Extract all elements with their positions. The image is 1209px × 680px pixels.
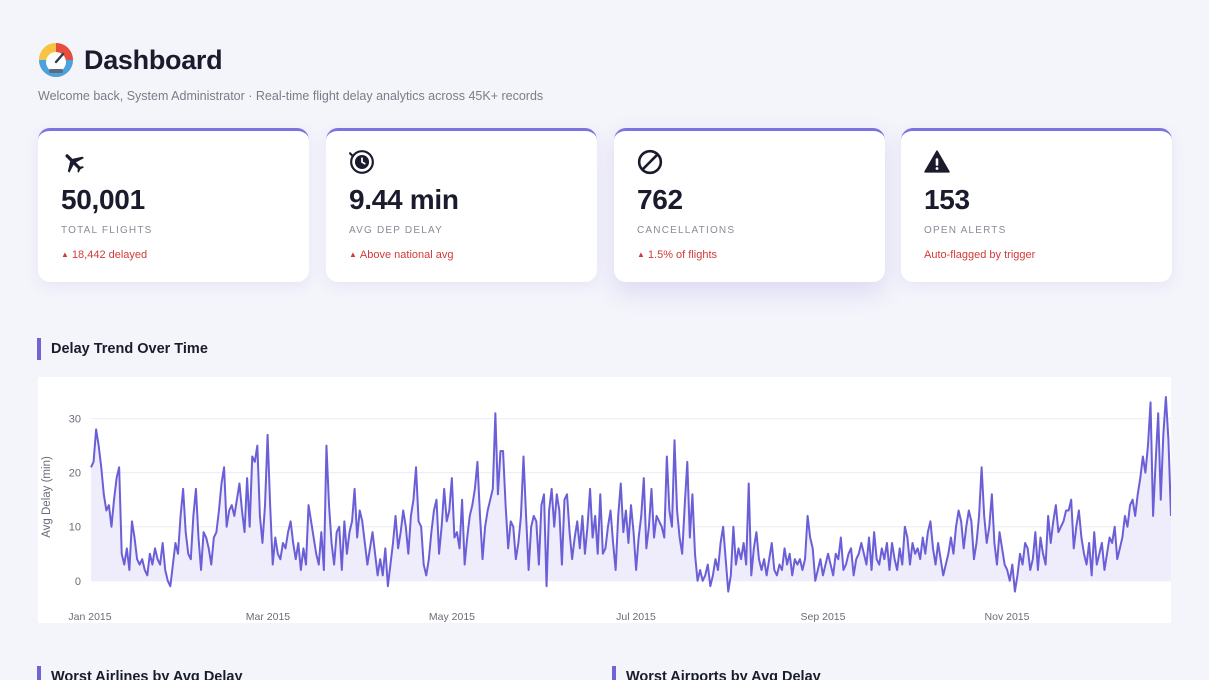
kpi-label: Total Flights [61, 225, 153, 236]
kpi-card-total-flights: 50,001 Total Flights ▲ 18,442 delayed [38, 128, 309, 282]
airplane-icon [65, 154, 84, 173]
kpi-note: ▲ 18,442 delayed [61, 249, 287, 261]
x-tick-label: Nov 2015 [985, 611, 1030, 623]
up-arrow-icon: ▲ [637, 250, 645, 259]
kpi-label: Cancellations [637, 225, 736, 236]
up-arrow-icon: ▲ [349, 250, 357, 259]
title-row: Dashboard [38, 42, 738, 78]
delay-trend-svg: 0 10 20 30 Avg Delay (min) Jan 2015 Mar 2015 Ma… [41, 396, 1171, 623]
kpi-label: Open Alerts [924, 225, 1007, 236]
kpi-note: Auto-flagged by trigger [924, 249, 1150, 261]
x-tick-label: May 2015 [429, 611, 475, 623]
kpi-note: ▲ 1.5% of flights [637, 249, 863, 261]
ban-icon [637, 149, 663, 175]
kpi-value: 153 [924, 184, 970, 215]
y-tick-label: 10 [69, 522, 81, 534]
warning-icon [924, 150, 950, 173]
x-tick-label: Jul 2015 [616, 611, 656, 623]
kpi-card-cancellations: 762 Cancellations ▲ 1.5% of flights [614, 128, 885, 282]
y-tick-label: 0 [75, 576, 81, 588]
kpi-cards: 50,001 Total Flights ▲ 18,442 delayed 9.4… [38, 128, 1172, 284]
kpi-value: 9.44 min [349, 184, 459, 215]
kpi-value: 50,001 [61, 184, 145, 215]
kpi-note-text: 18,442 delayed [71, 249, 148, 261]
kpi-value: 762 [637, 184, 683, 215]
page-subtitle: Welcome back, System Administrator · Rea… [38, 89, 544, 103]
kpi-label: Avg Dep Delay [349, 225, 443, 236]
x-tick-label: Mar 2015 [246, 611, 291, 623]
kpi-note-text: 1.5% of flights [647, 249, 718, 261]
kpi-note-text: Above national avg [359, 249, 454, 261]
y-axis-label: Avg Delay (min) [41, 456, 53, 538]
up-arrow-icon: ▲ [61, 250, 69, 259]
x-tick-label: Jan 2015 [68, 611, 111, 623]
section-title-delay-trend: Delay Trend Over Time [37, 338, 208, 360]
clock-icon [349, 150, 374, 174]
area-fill [91, 397, 1171, 592]
kpi-card-open-alerts: 153 Open Alerts Auto-flagged by trigger [901, 128, 1172, 282]
section-title-worst-airports: Worst Airports by Avg Delay [612, 666, 821, 680]
gauge-icon [39, 43, 73, 77]
x-tick-label: Sep 2015 [801, 611, 846, 623]
page-header: Dashboard Welcome back, System Administr… [38, 42, 738, 103]
kpi-note: ▲ Above national avg [349, 249, 575, 261]
section-title-worst-airlines: Worst Airlines by Avg Delay [37, 666, 243, 680]
y-tick-label: 20 [69, 468, 81, 480]
delay-trend-chart: 0 10 20 30 Avg Delay (min) Jan 2015 Mar 2015 Ma… [38, 377, 1171, 623]
y-tick-label: 30 [69, 414, 81, 426]
series-line [90, 396, 1171, 593]
kpi-card-avg-delay: 9.44 min Avg Dep Delay ▲ Above national a… [326, 128, 597, 282]
kpi-note-text: Auto-flagged by trigger [924, 249, 1036, 261]
page-title: Dashboard [84, 44, 223, 75]
